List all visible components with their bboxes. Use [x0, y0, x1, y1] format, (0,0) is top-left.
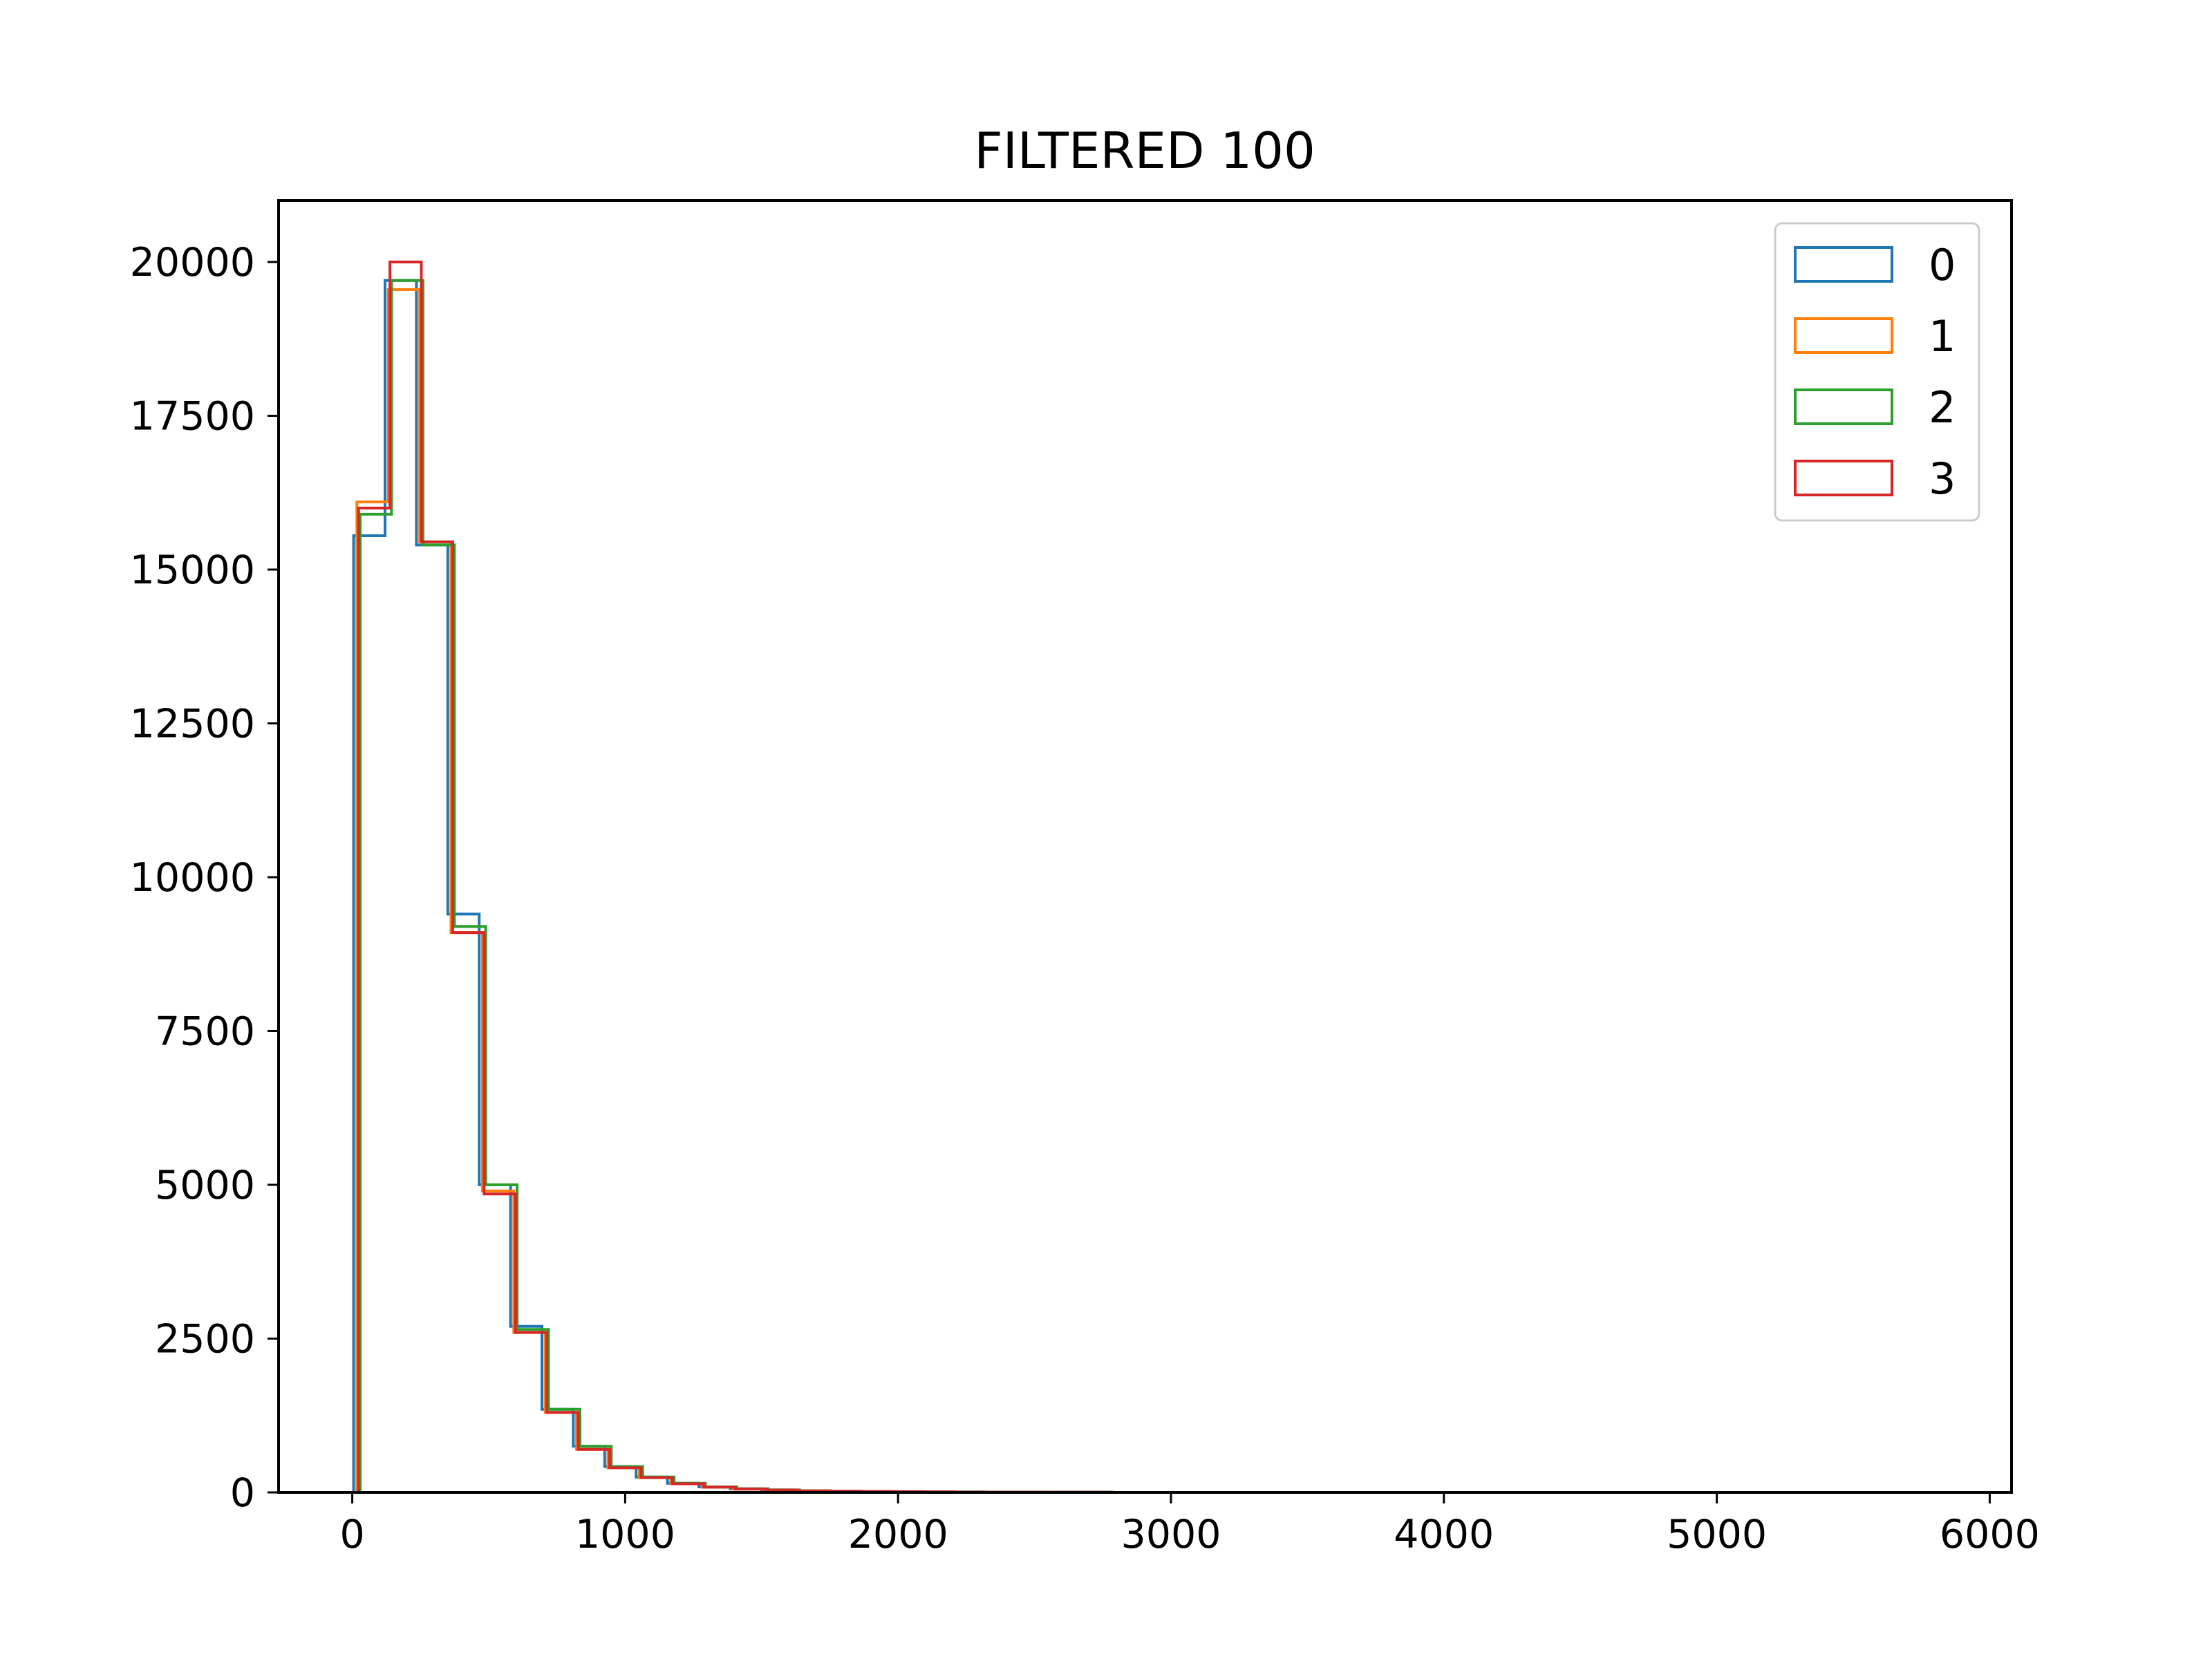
y-tick-label: 0 [230, 1470, 255, 1516]
x-tick-label: 0 [339, 1512, 364, 1557]
y-tick-label: 15000 [130, 547, 255, 593]
y-axis: 0 2500 5000 7500 10000 12500 15000 17500 20000 [130, 240, 279, 1516]
y-tick-label: 20000 [130, 240, 255, 285]
legend-swatch-0 [1794, 246, 1893, 283]
x-tick-label: 3000 [1121, 1512, 1221, 1557]
legend-label-3: 3 [1929, 453, 1956, 504]
legend-swatch-2 [1794, 388, 1893, 425]
plot-frame [277, 199, 2013, 1494]
y-tick-label: 2500 [155, 1317, 255, 1362]
x-tick-label: 1000 [575, 1512, 675, 1557]
chart-title: FILTERED 100 [974, 122, 1315, 180]
x-tick-label: 5000 [1667, 1512, 1767, 1557]
x-tick-label: 4000 [1394, 1512, 1494, 1557]
legend-label-0: 0 [1929, 240, 1956, 290]
legend-label-1: 1 [1929, 311, 1956, 362]
legend-box [1774, 222, 1980, 522]
legend-swatch-1 [1794, 317, 1893, 354]
y-tick-label: 5000 [155, 1163, 255, 1208]
legend-swatch-3 [1794, 460, 1893, 496]
x-tick-label: 2000 [848, 1512, 948, 1557]
y-tick-label: 12500 [130, 702, 255, 747]
y-tick-label: 10000 [130, 855, 255, 901]
legend-label-2: 2 [1929, 382, 1956, 433]
x-axis: 0 1000 2000 3000 4000 5000 6000 [339, 1492, 2040, 1557]
y-tick-label: 17500 [130, 394, 255, 440]
y-tick-label: 7500 [155, 1009, 255, 1055]
legend: 0 1 2 3 [1774, 222, 1980, 522]
x-tick-label: 6000 [1940, 1512, 2040, 1557]
